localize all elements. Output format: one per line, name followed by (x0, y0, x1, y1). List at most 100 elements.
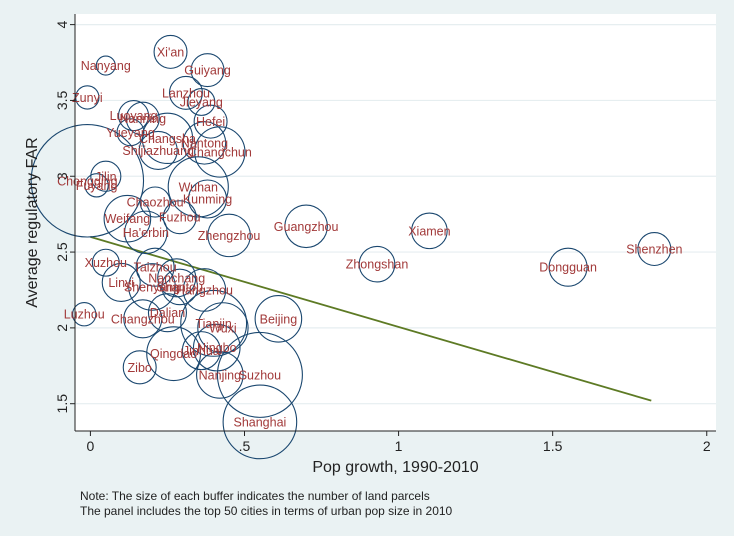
label-nanyang: Nanyang (81, 59, 131, 73)
marker-xian (153, 34, 188, 69)
marker-jilin (90, 160, 122, 192)
marker-jinhua (181, 331, 221, 371)
marker-guiyang (190, 53, 225, 88)
marker-nanyang (95, 55, 116, 76)
label-nanjing: Nanjing (199, 368, 241, 382)
marker-xuzhou (91, 248, 120, 277)
marker-fuyang (84, 173, 109, 198)
marker-dongguan (548, 247, 588, 287)
fit-line-group (90, 236, 652, 402)
marker-tianjin (180, 289, 248, 357)
marker-luzhou (72, 302, 97, 327)
label-dalian: Dalian (150, 306, 185, 320)
label-taizhou: Taizhou (134, 261, 177, 275)
marker-lanzhou (168, 75, 203, 110)
label-shanghai: Shanghai (233, 415, 286, 429)
marker-shenyang (128, 263, 176, 311)
y-tick-label: 3 (54, 172, 70, 180)
x-tick-label: 1 (395, 438, 403, 454)
marker-shenzhen (637, 232, 672, 267)
label-nanchang: Nanchang (148, 271, 205, 285)
label-fuzhou: Fuzhou (159, 211, 201, 225)
label-xian: Xi'an (157, 45, 184, 59)
y-tick-label: 4 (54, 21, 70, 29)
y-axis-label: Average regulatory FAR (24, 137, 41, 307)
y-tick-label: 3.5 (54, 90, 70, 110)
label-chaozhou: Chaozhou (127, 196, 184, 210)
y-tick-label: 1.5 (54, 394, 70, 414)
label-fuyang: Fuyang (76, 179, 118, 193)
label-beijing: Beijing (260, 312, 298, 326)
plot-area (75, 14, 716, 431)
label-ningbo: Ningbo (197, 341, 237, 355)
label-jinhua: Jinhua (183, 344, 220, 358)
fit-line (90, 236, 652, 402)
marker-changchun (194, 126, 246, 178)
marker-chaozhou (139, 186, 171, 218)
marker-xiamen (411, 212, 448, 250)
marker-jieyang (187, 87, 216, 116)
label-changchun: Changchun (188, 145, 252, 159)
x-tick-label: 1.5 (543, 438, 563, 454)
label-xiamen: Xiamen (408, 224, 450, 238)
label-nanning: Nanning (120, 112, 167, 126)
label-jilin: Jilin (95, 170, 117, 184)
marker-kunming (187, 179, 228, 219)
marker-ningbo (192, 323, 241, 372)
label-linyi: Linyi (108, 276, 134, 290)
marker-haerbin (124, 210, 168, 255)
marker-shanghai (222, 384, 298, 460)
label-kunming: Kunming (183, 192, 232, 206)
y-tick-label: 2 (54, 324, 70, 332)
note-line-2: The panel includes the top 50 cities in … (80, 504, 453, 518)
marker-zibo (122, 350, 157, 385)
marker-nanning (125, 101, 160, 136)
label-jieyang: Jieyang (180, 95, 223, 109)
label-luoyang: Luoyang (110, 109, 158, 123)
label-wuxi: Wuxi (209, 321, 237, 335)
label-tianjin: Tianjin (195, 317, 231, 331)
marker-hefei (193, 104, 228, 139)
label-qingdao: Qingdao (150, 347, 197, 361)
label-shenyang: Shenyang (124, 280, 180, 294)
label-shijiazhuang: Shijiazhuang (122, 144, 194, 158)
marker-taizhou (135, 247, 175, 287)
marker-yueyang (116, 118, 145, 147)
marker-chongqing (30, 124, 145, 238)
label-shenzhen: Shenzhen (626, 243, 682, 257)
label-hangzhou: Hangzhou (176, 283, 233, 297)
label-zunyi: Zunyi (72, 91, 103, 105)
label-shantou: Shantou (156, 280, 203, 294)
marker-shantou (161, 268, 199, 306)
marker-nanchang (157, 258, 197, 298)
label-yueyang: Yueyang (106, 126, 155, 140)
x-axis-label: Pop growth, 1990-2010 (312, 459, 478, 476)
marker-linyi (101, 262, 141, 302)
label-suzhou: Suzhou (239, 368, 281, 382)
marker-group (30, 34, 672, 460)
marker-dalian (147, 293, 188, 333)
marker-zhongshan (358, 245, 396, 283)
label-dongguan: Dongguan (539, 261, 597, 275)
label-luzhou: Luzhou (64, 308, 105, 322)
marker-changzhou (123, 299, 163, 339)
marker-shijiazhuang (138, 130, 178, 171)
marker-luoyang (117, 100, 150, 132)
note-line-1: Note: The size of each buffer indicates … (80, 489, 430, 503)
marker-wuxi (197, 302, 249, 354)
label-nantong: Nantong (181, 136, 228, 150)
label-wuhan: Wuhan (179, 180, 218, 194)
marker-zunyi (75, 85, 100, 110)
x-tick-label: 0 (87, 438, 95, 454)
marker-hangzhou (182, 268, 227, 312)
label-zibo: Zibo (128, 361, 152, 375)
label-changsha: Changsha (139, 132, 196, 146)
x-tick-label: .5 (239, 438, 251, 454)
axes: 1.5 2 2.5 3 3.5 4 0 .5 1 1.5 2 (54, 14, 716, 454)
marker-wuhan (167, 156, 229, 218)
marker-beijing (254, 294, 303, 343)
label-guangzhou: Guangzhou (274, 220, 339, 234)
label-chongqing: Chongqing (57, 174, 118, 188)
